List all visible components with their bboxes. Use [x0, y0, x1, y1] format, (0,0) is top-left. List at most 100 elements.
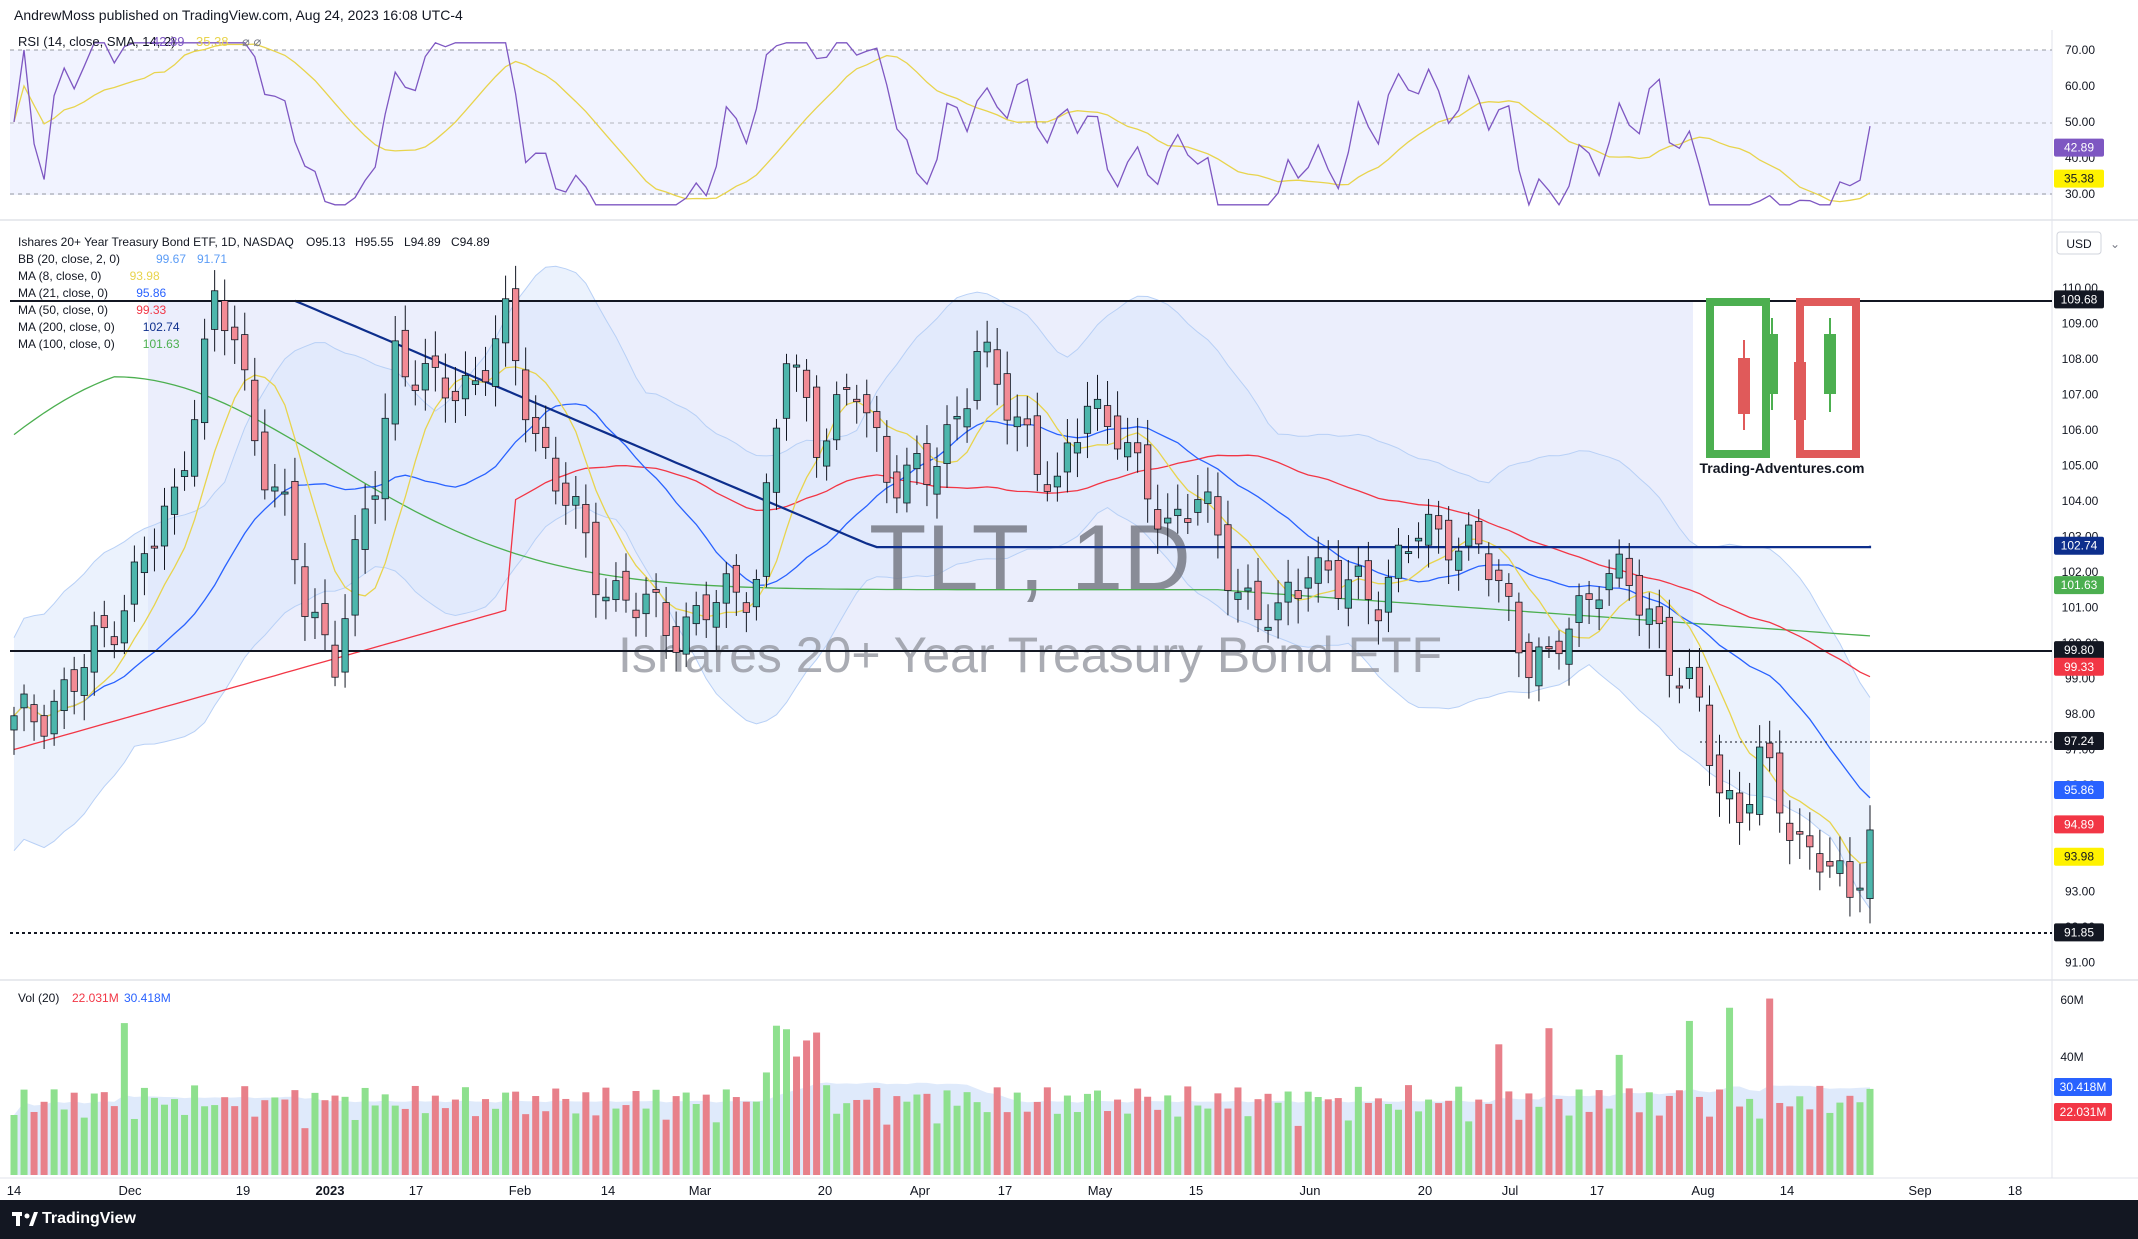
volume-bar	[502, 1092, 510, 1175]
candle-body	[1264, 626, 1272, 631]
candle-body	[792, 364, 801, 368]
chart-svg[interactable]: RSI (14, close, SMA, 14, 2) 42.89 35.38 …	[0, 30, 2138, 1200]
rsi-settings-icon[interactable]: ⌀ ⌀	[242, 34, 261, 49]
volume-bar	[662, 1119, 670, 1175]
candle-body	[1424, 513, 1433, 546]
candle-body	[1705, 704, 1714, 766]
candle-body	[702, 594, 710, 621]
candle-body	[1475, 520, 1483, 545]
scale-dropdown-icon[interactable]: ⌄	[2110, 237, 2120, 251]
volume-ma-value: 30.418M	[124, 991, 171, 1005]
candle-body	[1645, 608, 1653, 625]
volume-bar	[1615, 1054, 1623, 1175]
candle-body	[1394, 544, 1403, 579]
candle-body	[802, 369, 811, 398]
indicator-legend: BB (20, close, 2, 0) 99.67 91.71 MA (8, clo…	[18, 252, 227, 351]
candle-body	[1174, 508, 1182, 517]
volume-bar	[712, 1122, 720, 1175]
candle-body	[1083, 405, 1092, 434]
volume-bar	[1144, 1096, 1152, 1175]
volume-bar	[1284, 1091, 1292, 1175]
volume-bar	[251, 1116, 259, 1175]
candle-body	[1144, 444, 1152, 500]
volume-tick: 40M	[2060, 1050, 2083, 1064]
volume-bar	[1655, 1115, 1663, 1175]
volume-bar	[1405, 1085, 1413, 1175]
candle-body	[1625, 557, 1633, 586]
price-badge-label: 99.80	[2064, 643, 2094, 657]
chart-area[interactable]: RSI (14, close, SMA, 14, 2) 42.89 35.38 …	[0, 30, 2138, 1200]
candle-body	[1404, 551, 1413, 554]
candle-body	[522, 369, 530, 421]
candle-body	[983, 341, 991, 353]
logo-candle	[1794, 362, 1806, 420]
candle-body	[562, 482, 570, 506]
volume-bar	[1234, 1087, 1242, 1175]
candle-body	[1575, 595, 1583, 623]
candle-body	[30, 704, 38, 723]
candle-body	[782, 363, 791, 419]
time-tick: 15	[1189, 1183, 1203, 1198]
candle-body	[1204, 491, 1212, 504]
candle-body	[271, 486, 279, 492]
candle-body	[1826, 861, 1834, 867]
volume-bar	[451, 1099, 459, 1175]
candle-body	[712, 602, 720, 628]
legend-item: BB (20, close, 2, 0)	[18, 252, 120, 266]
volume-bar	[1023, 1111, 1031, 1175]
time-tick: 14	[7, 1183, 21, 1198]
volume-bar	[632, 1090, 640, 1175]
volume-value: 22.031M	[72, 991, 119, 1005]
legend-value: 95.86	[136, 286, 166, 300]
volume-bar	[1415, 1111, 1423, 1175]
candle-body	[211, 290, 219, 330]
volume-bar	[722, 1089, 730, 1175]
rsi-sma-value: 35.38	[196, 34, 229, 49]
volume-bar	[1866, 1088, 1874, 1175]
volume-bar	[371, 1105, 379, 1175]
time-axis: 14 Dec 19 2023 17 Feb 14 Mar 20 Apr 17 May 15 Jun 20 Ju…	[7, 1183, 2022, 1198]
candle-body	[833, 394, 841, 441]
volume-bar	[381, 1094, 389, 1175]
logo-candle	[1766, 334, 1778, 394]
volume-bar	[903, 1101, 911, 1175]
ma8-line	[13, 366, 1871, 864]
candle-body	[1746, 804, 1754, 814]
candle-body	[401, 329, 409, 378]
candle-body	[552, 457, 560, 492]
volume-bar	[1043, 1087, 1051, 1175]
candle-body	[451, 390, 460, 402]
currency-button[interactable]	[2056, 231, 2102, 255]
volume-bar	[291, 1090, 299, 1175]
price-badge-label: 97.24	[2064, 734, 2094, 748]
candle-body	[60, 679, 68, 712]
candle-body	[201, 338, 209, 424]
volume-bar	[221, 1097, 229, 1175]
candle-body	[1294, 590, 1302, 600]
candle-body	[1324, 560, 1332, 571]
candle-body	[1595, 599, 1603, 610]
volume-bar	[191, 1085, 199, 1175]
volume-bar	[1455, 1086, 1463, 1175]
volume-bar	[1545, 1028, 1553, 1175]
candle-body	[1515, 601, 1523, 654]
volume-bar	[1344, 1120, 1352, 1175]
volume-bar	[1214, 1093, 1222, 1175]
candle-body	[1866, 829, 1874, 899]
candle-body	[1455, 550, 1463, 571]
candle-body	[1846, 861, 1854, 898]
candle-body	[863, 394, 871, 414]
price-badge-label: 91.85	[2064, 925, 2094, 939]
candle-body	[933, 466, 941, 495]
candle-body	[1154, 509, 1162, 530]
time-tick: Dec	[118, 1183, 142, 1198]
candle-body	[1073, 442, 1082, 454]
candle-body	[572, 496, 580, 506]
volume-bar	[391, 1105, 399, 1175]
candle-body	[431, 355, 439, 368]
candle-body	[231, 326, 239, 341]
price-badge	[2054, 731, 2104, 750]
price-badge	[2054, 536, 2104, 555]
candle-body	[130, 561, 138, 605]
volume-bar	[1364, 1102, 1372, 1175]
